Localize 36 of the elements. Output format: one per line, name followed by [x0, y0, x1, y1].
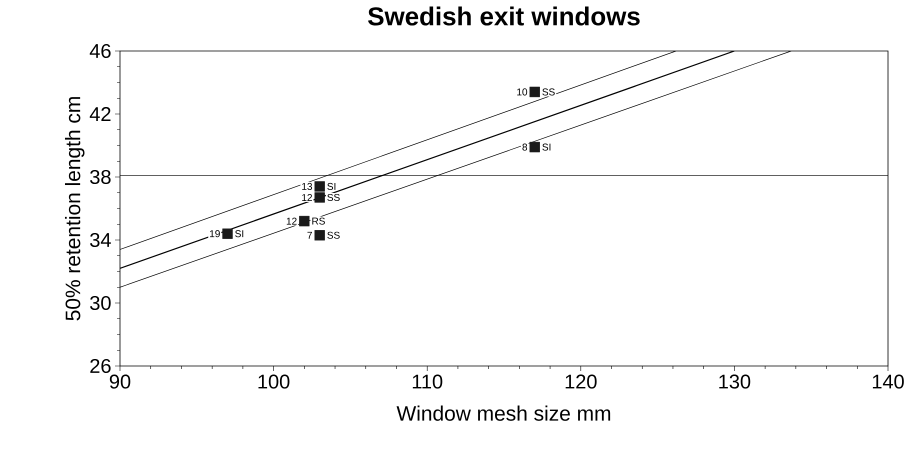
- x-tick-label: 120: [566, 374, 597, 389]
- point: [222, 228, 233, 239]
- x-tick-label: 100: [258, 374, 290, 389]
- x-tick-label: 130: [719, 374, 750, 389]
- annotation: 12: [286, 218, 297, 225]
- y-tick-label: 38: [90, 170, 111, 184]
- annotation: SI: [235, 230, 244, 238]
- x-tick-label: 90: [110, 374, 130, 389]
- x-tick-label: 140: [872, 374, 904, 389]
- annotation: SS: [542, 88, 555, 96]
- annotation: SI: [327, 182, 336, 190]
- annotation: SI: [542, 144, 550, 151]
- annotation: 10: [517, 88, 528, 96]
- point: [314, 192, 325, 203]
- y-tick-label: 30: [90, 296, 111, 310]
- annotation: 13: [302, 182, 312, 190]
- annotation: 12: [302, 194, 312, 201]
- annotation: 8: [522, 144, 528, 151]
- annotation: SS: [327, 232, 340, 239]
- y-tick-label: 42: [90, 107, 110, 121]
- annotation: 7: [307, 232, 312, 239]
- annotation: RS: [312, 218, 325, 225]
- x-tick-label: 110: [412, 374, 442, 389]
- annotation: 19: [210, 230, 220, 238]
- point: [314, 181, 325, 192]
- y-tick-label: 26: [90, 358, 111, 374]
- point: [530, 142, 540, 152]
- y-tick-label: 34: [90, 232, 111, 248]
- chart-title: Swedish exit windows: [368, 6, 640, 26]
- x-axis-title: Window mesh size mm: [396, 405, 610, 421]
- point: [299, 216, 310, 226]
- point: [314, 230, 325, 240]
- y-tick-label: 46: [90, 44, 111, 58]
- point: [530, 86, 540, 98]
- annotation: SS: [327, 194, 340, 201]
- y-axis-title: 50% retention length cm: [64, 97, 84, 320]
